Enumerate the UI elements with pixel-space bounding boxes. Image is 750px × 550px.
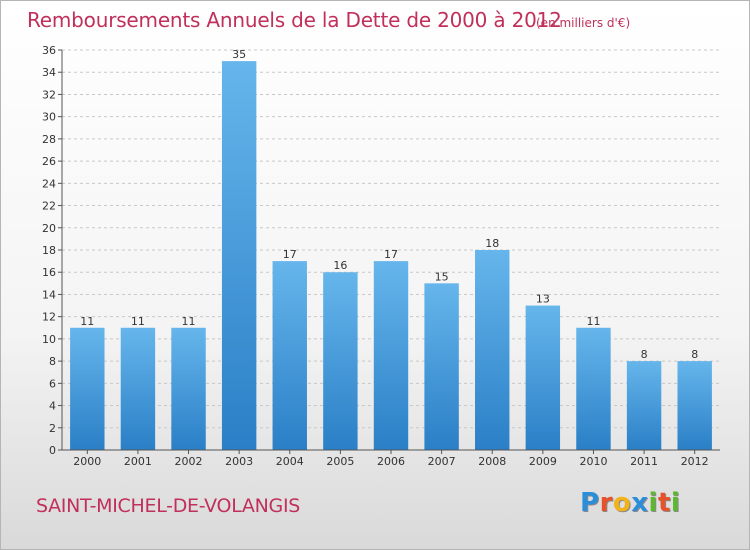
chart-title: Remboursements Annuels de la Dette de 20…	[27, 8, 562, 32]
y-tick-label: 26	[42, 155, 56, 168]
x-tick-label: 2007	[428, 455, 456, 468]
y-tick-label: 20	[42, 222, 56, 235]
town-name: SAINT-MICHEL-DE-VOLANGIS	[36, 495, 301, 517]
bar	[475, 250, 510, 450]
y-tick-label: 36	[42, 44, 56, 57]
y-tick-label: 0	[49, 444, 56, 457]
bar	[323, 272, 358, 450]
logo-letter: P	[580, 488, 600, 518]
data-label: 15	[435, 270, 449, 283]
y-tick-label: 12	[42, 311, 56, 324]
y-tick-label: 34	[42, 66, 56, 79]
x-tick-label: 2001	[124, 455, 152, 468]
data-label: 17	[384, 248, 398, 261]
data-label: 16	[333, 259, 347, 272]
x-tick-label: 2006	[377, 455, 405, 468]
data-label: 35	[232, 48, 246, 61]
x-tick-label: 2002	[175, 455, 203, 468]
x-tick-label: 2003	[225, 455, 253, 468]
logo-letter: x	[631, 488, 649, 518]
x-tick-label: 2009	[529, 455, 557, 468]
logo-letter: r	[599, 488, 613, 518]
bar	[272, 261, 307, 450]
data-label: 8	[641, 348, 648, 361]
data-label: 11	[80, 315, 94, 328]
y-tick-label: 28	[42, 133, 56, 146]
x-tick-label: 2008	[478, 455, 506, 468]
axes	[58, 49, 720, 454]
y-tick-label: 6	[49, 377, 56, 390]
data-label: 11	[586, 315, 600, 328]
y-tick-label: 18	[42, 244, 56, 257]
y-tick-label: 24	[42, 177, 56, 190]
bars	[70, 61, 712, 450]
chart-unit: (en milliers d'€)	[536, 16, 631, 30]
data-label: 13	[536, 293, 550, 306]
bar	[576, 327, 611, 450]
bar	[525, 305, 561, 450]
bar	[373, 261, 409, 450]
y-tick-label: 16	[42, 266, 56, 279]
x-tick-label: 2011	[630, 455, 658, 468]
data-label: 11	[131, 315, 145, 328]
bar	[626, 361, 662, 450]
y-tick-label: 14	[42, 288, 56, 301]
data-label: 17	[283, 248, 297, 261]
y-tick-label: 8	[49, 355, 56, 368]
labels: 0246810121416182022242628303234361120001…	[42, 44, 709, 468]
bar	[120, 327, 156, 450]
x-tick-label: 2012	[681, 455, 709, 468]
x-tick-label: 2010	[579, 455, 607, 468]
y-tick-label: 32	[42, 88, 56, 101]
x-tick-label: 2004	[276, 455, 304, 468]
data-label: 18	[485, 237, 499, 250]
y-tick-label: 4	[49, 400, 56, 413]
logo-letter: i	[670, 488, 681, 518]
bar	[677, 361, 712, 450]
y-tick-label: 10	[42, 333, 56, 346]
bar	[221, 61, 257, 450]
bar	[424, 283, 459, 450]
proxiti-logo[interactable]: Proxiti	[580, 488, 680, 518]
x-tick-label: 2000	[73, 455, 101, 468]
data-label: 11	[182, 315, 196, 328]
y-tick-label: 30	[42, 111, 56, 124]
y-tick-label: 22	[42, 200, 56, 213]
logo-letter: o	[612, 488, 632, 518]
y-tick-label: 2	[49, 422, 56, 435]
logo-letter: t	[657, 488, 671, 518]
data-label: 8	[691, 348, 698, 361]
x-tick-label: 2005	[326, 455, 354, 468]
bar	[70, 327, 105, 450]
logo-letter: i	[648, 488, 658, 518]
bar	[171, 327, 206, 450]
